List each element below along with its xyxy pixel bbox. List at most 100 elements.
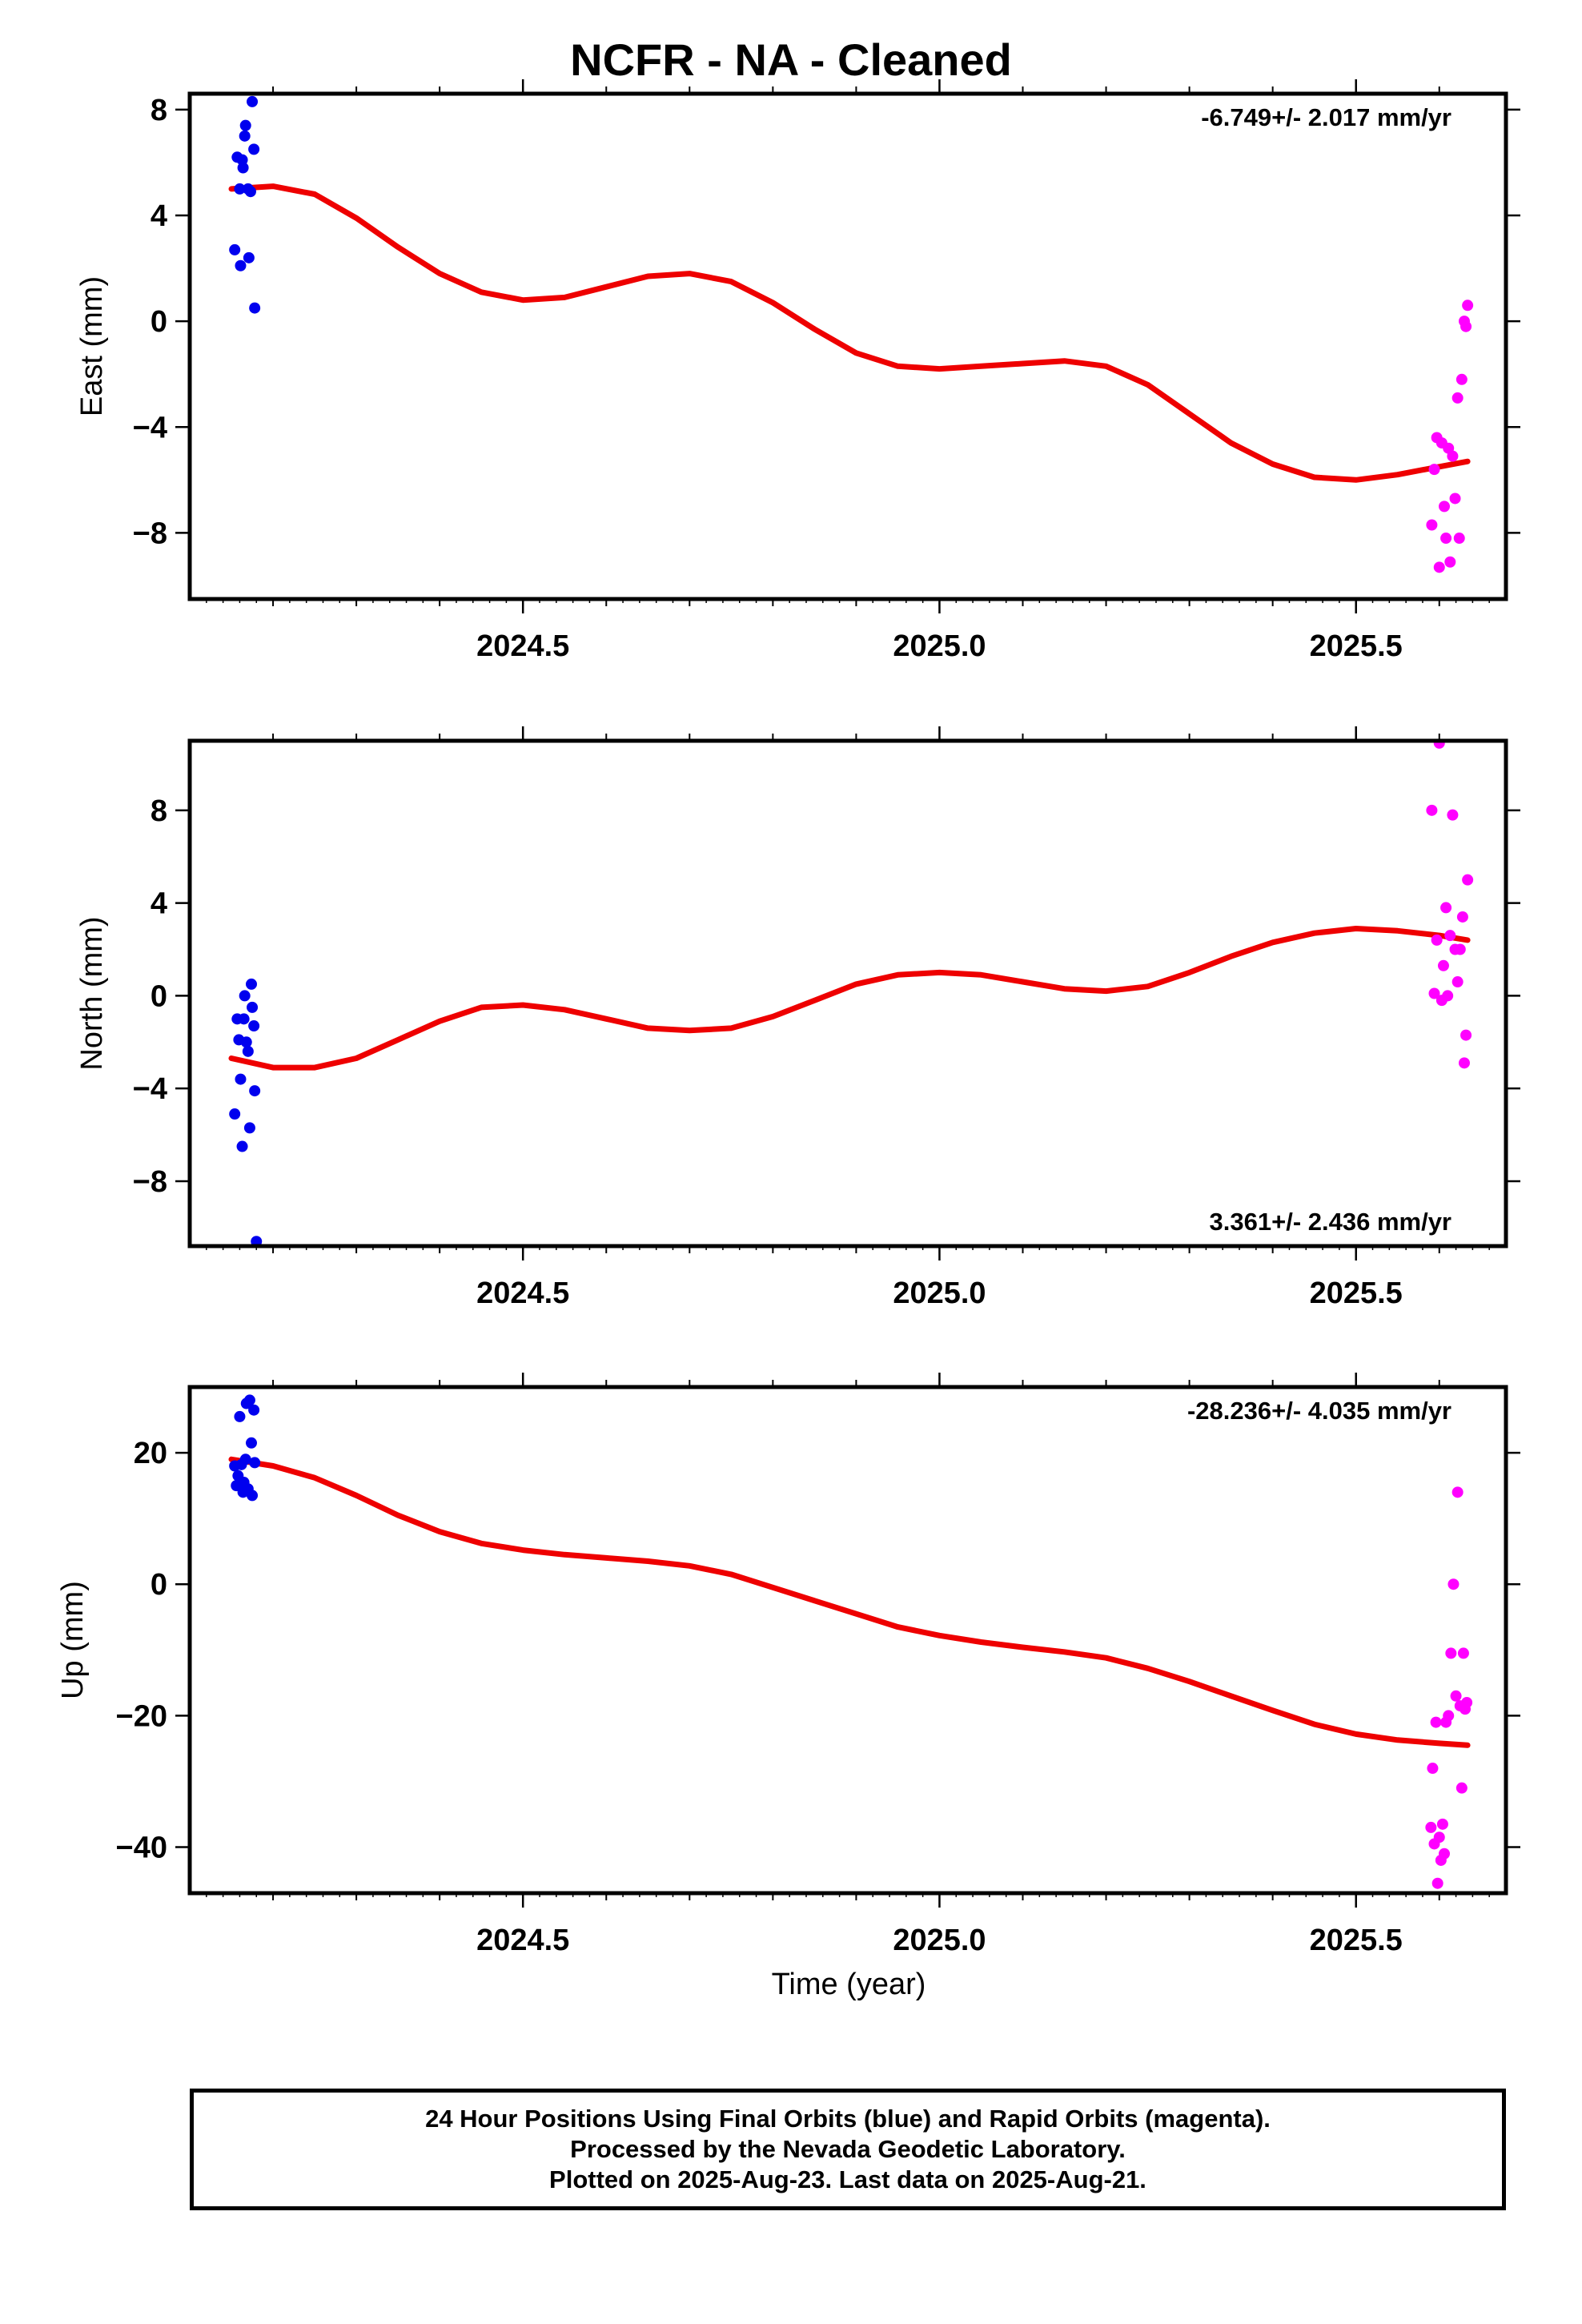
final-orbit-point <box>244 186 256 198</box>
final-orbit-point <box>249 1085 261 1097</box>
final-orbit-point <box>251 1236 263 1246</box>
final-orbit-point <box>229 1108 241 1120</box>
rapid-orbit-point <box>1445 1647 1457 1659</box>
final-orbit-point <box>247 95 259 107</box>
x-tick-label: 2025.0 <box>893 629 986 663</box>
fit-line <box>228 183 1471 483</box>
final-orbit-point <box>236 1140 248 1152</box>
rapid-orbit-point <box>1454 943 1466 955</box>
final-orbit-point <box>247 1490 259 1502</box>
rapid-orbit-point <box>1449 493 1461 505</box>
rapid-orbit-point <box>1444 556 1456 568</box>
rapid-orbit-point <box>1447 1578 1460 1590</box>
rapid-orbit-point <box>1452 1486 1464 1498</box>
rapid-orbit-point <box>1430 1716 1442 1728</box>
rapid-orbit-point <box>1440 902 1452 914</box>
x-axis-label: Time (year) <box>772 1968 926 2001</box>
north-panel: 2024.5 2025.0 2025.5 8 4 0 −4 −8 North (mm) 3.361… <box>75 726 1520 1310</box>
final-orbit-point <box>240 1036 252 1048</box>
plot-data <box>228 741 1474 1246</box>
rapid-orbit-point <box>1452 976 1464 988</box>
y-axis-label: East (mm) <box>75 276 109 416</box>
footer-line-orbits: 24 Hour Positions Using Final Orbits (bl… <box>425 2105 1271 2133</box>
y-tick-label: 20 <box>134 1437 167 1470</box>
rapid-orbit-point <box>1437 959 1449 971</box>
y-tick-label: 8 <box>151 94 167 127</box>
y-tick-label: −40 <box>116 1831 167 1865</box>
rapid-orbit-point <box>1453 533 1465 545</box>
rate-label: -28.236+/- 4.035 mm/yr <box>1187 1397 1452 1425</box>
y-axis-label: Up (mm) <box>56 1581 90 1699</box>
rapid-orbit-point <box>1425 1821 1437 1833</box>
rapid-orbit-point <box>1456 911 1468 923</box>
rapid-orbit-point <box>1447 809 1459 821</box>
rapid-orbit-point <box>1460 320 1472 332</box>
rapid-orbit-point <box>1433 561 1445 573</box>
rapid-orbit-point <box>1426 519 1438 531</box>
rapid-orbit-point <box>1458 1057 1470 1069</box>
rate-label: -6.749+/- 2.017 mm/yr <box>1201 103 1452 131</box>
final-orbit-point <box>249 1457 261 1469</box>
rapid-orbit-point <box>1428 464 1440 476</box>
x-tick-label: 2024.5 <box>476 1277 569 1310</box>
footer-line-processor: Processed by the Nevada Geodetic Laborat… <box>570 2135 1126 2163</box>
rapid-orbit-point <box>1452 392 1464 404</box>
rapid-orbit-point <box>1442 990 1454 1002</box>
final-orbit-point <box>247 1001 259 1013</box>
page-title: NCFR - NA - Cleaned <box>570 34 1012 85</box>
final-orbit-point <box>235 1073 247 1085</box>
plot-frame <box>187 738 1508 1248</box>
rapid-orbit-point <box>1447 450 1459 462</box>
plot-data <box>228 95 1474 573</box>
rapid-orbit-point <box>1462 874 1474 886</box>
y-tick-label: 0 <box>151 1568 167 1602</box>
rapid-orbit-point <box>1439 1848 1451 1860</box>
y-tick-label: −8 <box>133 517 167 550</box>
rapid-orbit-point <box>1431 934 1443 946</box>
footer-info-box: 24 Hour Positions Using Final Orbits (bl… <box>190 2089 1506 2210</box>
final-orbit-point <box>242 1045 254 1057</box>
y-tick-label: 0 <box>151 979 167 1013</box>
up-panel: 2024.5 2025.0 2025.5 20 0 −20 −40 Up (mm) -28.23… <box>56 1373 1520 1957</box>
rapid-orbit-point <box>1440 533 1452 545</box>
final-orbit-point <box>229 243 241 255</box>
final-orbit-point <box>234 183 246 195</box>
rapid-orbit-point <box>1433 1831 1445 1844</box>
final-orbit-point <box>243 251 255 263</box>
fit-line <box>228 926 1471 1071</box>
final-orbit-point <box>243 1122 255 1134</box>
x-tick-label: 2025.5 <box>1310 629 1403 663</box>
rapid-orbit-point <box>1462 300 1474 312</box>
final-orbit-point <box>238 1013 250 1025</box>
x-tick-label: 2025.5 <box>1310 1277 1403 1310</box>
final-orbit-point <box>239 1454 251 1466</box>
x-tick-label: 2024.5 <box>476 629 569 663</box>
final-orbit-point <box>248 1020 260 1032</box>
final-orbit-point <box>248 1404 260 1416</box>
rate-label: 3.361+/- 2.436 mm/yr <box>1210 1208 1452 1236</box>
final-orbit-point <box>239 130 251 142</box>
rapid-orbit-point <box>1444 930 1456 942</box>
rapid-orbit-point <box>1460 1029 1472 1041</box>
final-orbit-point <box>248 143 260 155</box>
footer-line-dates: Plotted on 2025-Aug-23. Last data on 202… <box>549 2165 1146 2193</box>
y-axis-label: North (mm) <box>75 916 109 1070</box>
final-orbit-point <box>249 302 261 314</box>
x-tick-label: 2025.5 <box>1310 1924 1403 1957</box>
y-tick-label: 8 <box>151 794 167 828</box>
rapid-orbit-point <box>1456 1782 1468 1794</box>
rapid-orbit-point <box>1426 804 1438 816</box>
plot-frame <box>187 1385 1508 1896</box>
final-orbit-point <box>245 1437 257 1449</box>
final-orbit-point <box>237 162 249 174</box>
y-tick-label: −4 <box>133 1072 167 1106</box>
rapid-orbit-point <box>1457 1647 1469 1659</box>
east-panel: 2024.5 2025.0 2025.5 8 4 0 −4 −8 East (mm) -6.749… <box>75 79 1520 663</box>
rapid-orbit-point <box>1439 501 1451 513</box>
final-orbit-point <box>239 119 251 131</box>
plot-frame <box>187 91 1508 601</box>
final-orbit-point <box>234 1410 246 1422</box>
plot-data <box>228 1394 1473 1889</box>
y-tick-label: −8 <box>133 1165 167 1199</box>
